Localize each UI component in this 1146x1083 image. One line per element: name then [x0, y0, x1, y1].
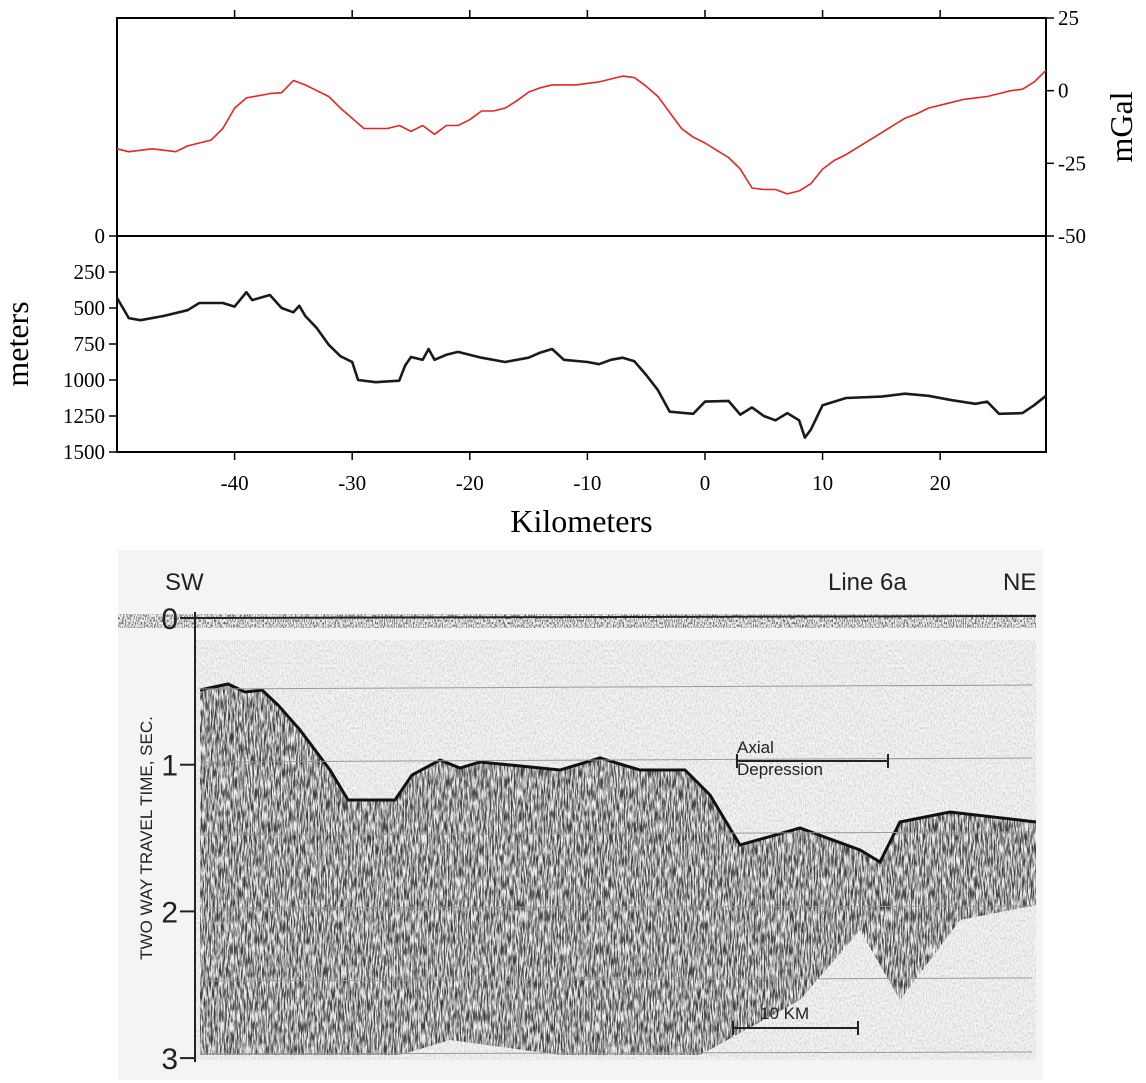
plot-frame [116, 235, 1047, 453]
sw-label: SW [165, 569, 204, 596]
x-tick-label: -10 [573, 471, 601, 495]
basement-reflector [199, 682, 1037, 865]
x-tick-label: 20 [930, 471, 951, 495]
axial-bracket [736, 754, 889, 768]
y-tick-label: 500 [74, 296, 106, 320]
seafloor-line [194, 615, 1037, 619]
y-tick-label: 1000 [63, 368, 105, 392]
time-tick-label: 0 [161, 603, 178, 636]
record-lines [199, 684, 1033, 1055]
plot-frame [116, 17, 1047, 237]
x-axis-label: Kilometers [510, 503, 652, 539]
y-tick-label: 25 [1058, 6, 1079, 30]
depression-label: Depression [737, 760, 823, 779]
time-tick-label: 1 [161, 750, 178, 783]
x-tick-label: 10 [812, 471, 833, 495]
record-line [199, 831, 1033, 836]
record-line [199, 1051, 1033, 1055]
time-tick-label: 2 [161, 896, 178, 929]
seismic-section: SW Line 6a NE TWO WAY TRAVEL TIME, SEC. … [118, 550, 1043, 1080]
time-axis-label: TWO WAY TRAVEL TIME, SEC. [137, 716, 156, 960]
charts: -50 -25 0 25 mGal 0 250 500 750 1000 1250 1500 -40 -3… [0, 6, 1139, 539]
scale-bar [732, 1021, 859, 1035]
ne-label: NE [1003, 569, 1036, 596]
y-tick-label: 1500 [63, 440, 105, 464]
scale-label: 10 KM [760, 1004, 809, 1023]
y-tick-label: 1250 [63, 404, 105, 428]
y-tick-label: 750 [74, 332, 106, 356]
time-tick-label: 3 [161, 1043, 178, 1076]
data-line [116, 69, 1047, 195]
y-tick-label: -25 [1058, 151, 1086, 175]
line-label: Line 6a [828, 569, 907, 596]
y-axis-label: mGal [1103, 91, 1139, 162]
record-line [199, 684, 1033, 690]
x-tick-label: 0 [700, 471, 711, 495]
x-tick-label: -40 [221, 471, 249, 495]
y-tick-label: 0 [1058, 79, 1069, 103]
record-line [199, 905, 1033, 909]
y-axis-label: meters [0, 301, 35, 386]
y-tick-label: -50 [1058, 224, 1086, 248]
x-tick-label: -20 [456, 471, 484, 495]
record-line [199, 977, 1033, 982]
record-line [199, 757, 1033, 763]
data-line [115, 290, 1047, 439]
x-tick-label: -30 [338, 471, 366, 495]
y-tick-label: 250 [74, 260, 106, 284]
y-tick-label: 0 [95, 224, 106, 248]
axial-label: Axial [737, 738, 774, 757]
